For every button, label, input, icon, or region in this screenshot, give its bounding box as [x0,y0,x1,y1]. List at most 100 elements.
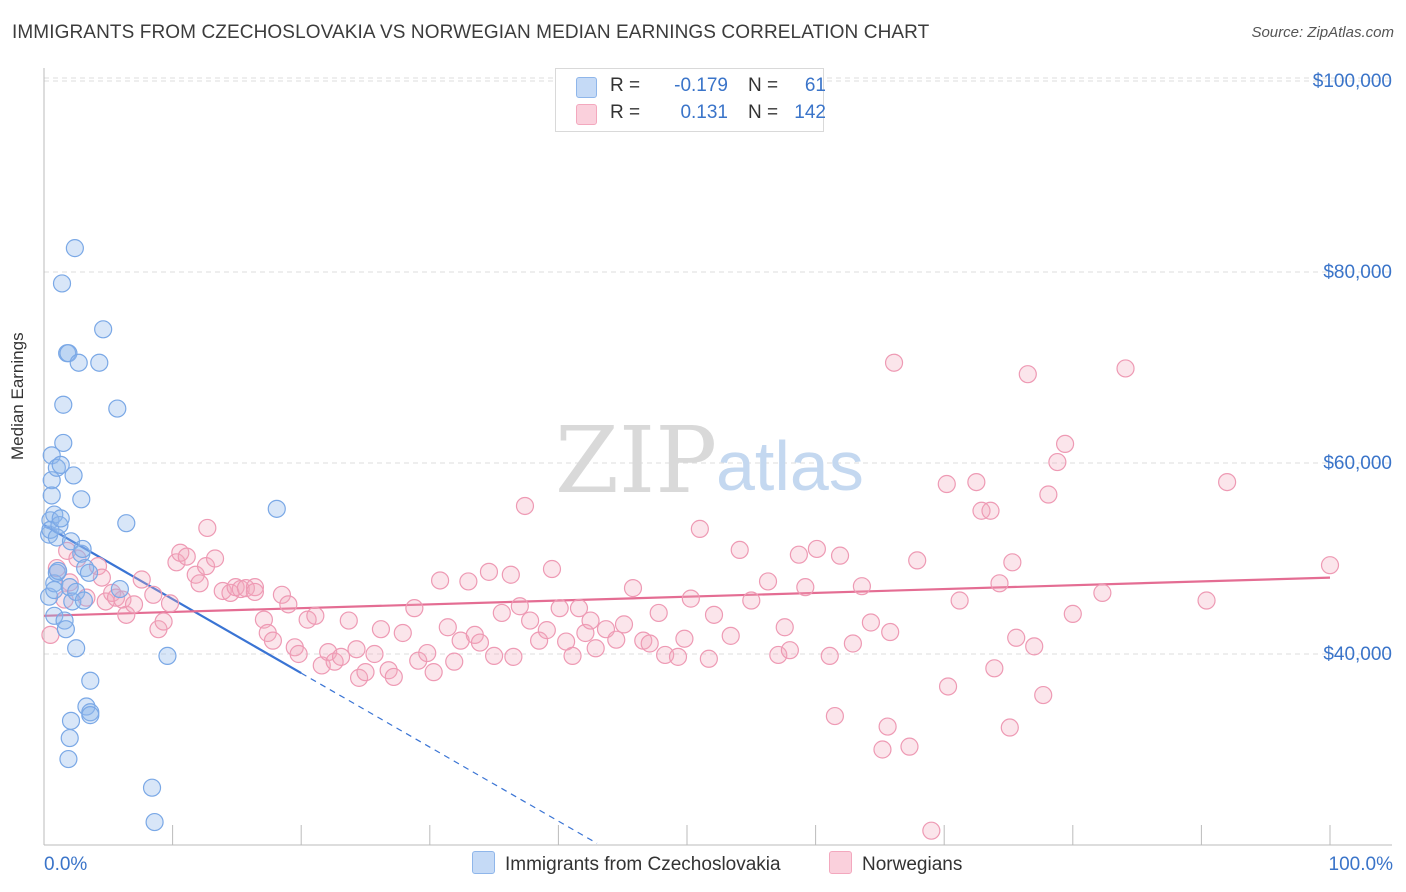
chart-title: IMMIGRANTS FROM CZECHOSLOVAKIA VS NORWEG… [12,22,930,43]
point-norwegian [796,578,815,597]
point-czechoslovakia [50,515,69,535]
point-norwegian [510,597,529,616]
point-norwegian [820,646,839,666]
point-norwegian [769,645,788,665]
point-czechoslovakia [52,274,72,293]
point-norwegian [1025,637,1044,656]
point-norwegian [113,590,132,609]
point-norwegian [843,634,862,653]
point-czechoslovakia [117,514,136,533]
point-norwegian [681,589,700,608]
point-czechoslovakia [42,486,61,505]
point-norwegian [231,579,250,599]
point-czechoslovakia [65,239,84,258]
axes [43,68,1392,846]
y-axis-label: Median Earnings [8,332,27,460]
correlation-legend: R = -0.179 N = 61 R = 0.131 N = 142 [555,68,826,132]
point-norwegian [106,588,126,607]
point-czechoslovakia [158,646,177,666]
point-norwegian [758,572,778,591]
point-norwegian [521,611,540,630]
legend-swatch-pink [576,104,597,125]
point-norwegian [205,549,225,568]
point-norwegian [124,595,144,614]
point-norwegian [569,599,589,618]
point-norwegian [1320,556,1340,575]
point-norwegian [58,541,77,560]
point-norwegian [198,518,217,538]
point-czechoslovakia [45,580,64,600]
source-attribution: Source: ZipAtlas.com [1251,24,1394,41]
point-norwegian [515,496,535,516]
legend-swatch-blue [576,77,597,98]
point-norwegian [830,546,850,565]
point-norwegian [384,667,403,687]
trend-line-czechoslovakia-extrapolated [300,672,598,844]
point-norwegian [485,646,504,666]
point-norwegian [245,578,265,597]
bottom-legend-swatch-blue [472,851,495,874]
point-norwegian [1197,591,1216,610]
point-norwegian [563,646,582,666]
point-czechoslovakia [61,711,81,730]
point-norwegian [775,618,794,637]
points [40,239,1340,840]
point-czechoslovakia [54,395,73,414]
point-norwegian [825,706,844,726]
point-norwegian [922,821,941,840]
point-czechoslovakia [142,778,162,797]
watermark: ZIP atlas [555,407,864,514]
point-norwegian [438,618,457,637]
point-czechoslovakia [110,579,129,599]
point-norwegian [1218,473,1237,492]
point-czechoslovakia [74,591,93,610]
point-czechoslovakia [73,539,92,559]
point-czechoslovakia [59,749,78,769]
point-czechoslovakia [51,455,70,475]
point-norwegian [177,547,196,566]
point-norwegian [981,501,1000,520]
point-norwegian [41,625,60,645]
point-czechoslovakia [41,520,60,539]
legend-n-label: N = [748,102,779,123]
point-norwegian [289,644,308,664]
point-norwegian [306,606,325,625]
point-czechoslovakia [79,563,99,582]
point-norwegian [861,613,880,632]
point-norwegian [1018,365,1037,384]
point-norwegian [1093,583,1112,602]
point-czechoslovakia [69,353,88,372]
point-norwegian [418,643,437,663]
point-norwegian [393,623,412,643]
point-czechoslovakia [267,499,286,518]
watermark-zip: ZIP [555,407,717,514]
point-norwegian [459,572,478,591]
point-norwegian [550,599,569,618]
point-norwegian [245,582,265,602]
point-norwegian [542,559,562,579]
legend-r-value: -0.179 [674,75,728,96]
point-norwegian [881,622,900,642]
x-tick-label-min: 0.0% [44,854,87,875]
point-norwegian [1116,359,1135,378]
point-norwegian [900,737,919,756]
point-norwegian [424,663,443,682]
point-norwegian [1039,485,1058,504]
point-norwegian [937,474,956,494]
bottom-legend-czechoslovakia: Immigrants from Czechoslovakia [472,851,781,876]
point-norwegian [721,626,740,645]
point-norwegian [950,591,969,610]
point-norwegian [852,577,871,596]
point-norwegian [132,570,151,589]
point-norwegian [1034,685,1053,705]
point-czechoslovakia [90,353,109,372]
point-czechoslovakia [51,509,70,528]
bottom-legend-norwegians: Norwegians [829,851,962,876]
point-norwegian [263,631,283,650]
point-norwegian [60,573,79,592]
legend-n-value: 61 [804,75,826,96]
point-czechoslovakia [67,639,86,658]
point-norwegian [742,591,761,610]
point-norwegian [614,615,634,634]
